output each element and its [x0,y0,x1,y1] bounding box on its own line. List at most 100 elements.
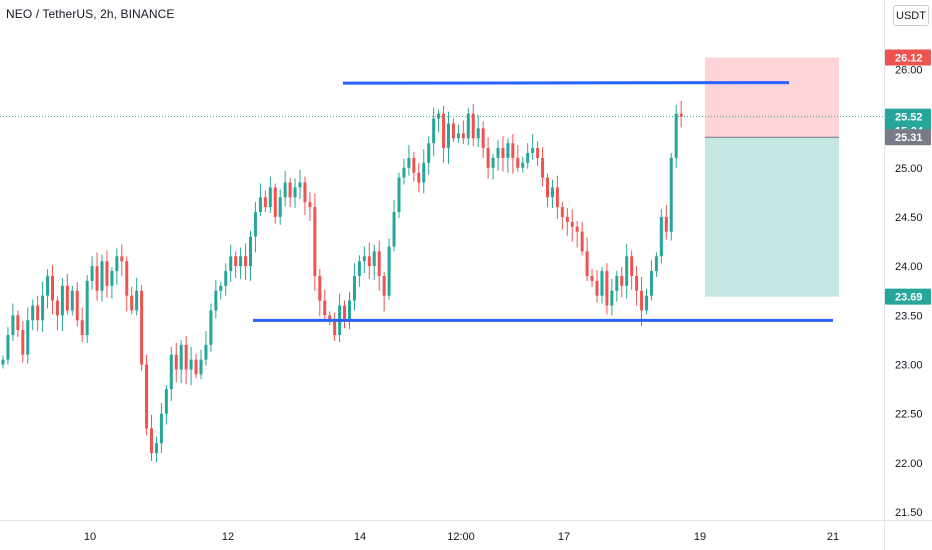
candle [679,100,683,128]
x-tick-label: 14 [354,531,366,543]
candle [234,251,238,278]
candle [214,279,218,319]
candle-body [288,182,292,198]
candle [456,124,460,144]
candle [362,246,366,274]
candle [486,137,490,179]
candle [75,281,79,327]
candle [323,289,327,320]
candle [164,385,168,425]
candle-body [580,231,584,252]
currency-button[interactable]: USDT [893,5,929,26]
y-tick-label: 25.00 [895,163,923,175]
candle [669,152,673,241]
candle-body [85,280,89,336]
y-tick-label: 23.50 [895,310,923,322]
candle [199,349,203,380]
candle-body [169,354,173,390]
candle [659,209,663,264]
candle-body [204,344,208,360]
candle [526,143,530,169]
candle [630,250,634,290]
candle [422,149,426,194]
candle [417,162,421,193]
candle-body [615,275,619,291]
candle [338,293,342,342]
candle [154,436,158,462]
candle [333,312,337,341]
candle-body [65,285,69,311]
candle-body [654,256,658,272]
price-badge-text: 23.69 [895,292,923,304]
candle [1,355,5,369]
y-tick-label: 24.50 [895,212,923,224]
candle-body [80,320,84,336]
candle [471,103,475,147]
candle-body [110,271,114,286]
y-tick-label: 22.00 [895,458,923,470]
candle-body [357,261,361,276]
candle [610,278,614,316]
time-axis: 10 12 14 12:00 17 19 21 [0,520,932,543]
candle-body [11,315,15,336]
candle-body [397,177,401,213]
x-tick-label: 12 [222,531,234,543]
candle-body [377,251,381,276]
candle-body [179,344,183,370]
candle [209,303,213,352]
candle [590,269,594,287]
candle-body [486,148,490,168]
y-tick-label: 21.50 [895,507,923,519]
candle-body [41,295,45,321]
candle [318,269,322,317]
candle [620,267,624,298]
candle-body [456,133,460,139]
candle [506,138,510,173]
candle-body [31,305,35,321]
candle-body [645,295,648,311]
candle-body [16,315,20,331]
candle-body [511,143,515,158]
candle [80,307,84,342]
candle-body [387,246,391,296]
candle [461,120,465,145]
candle [55,296,59,331]
candle [560,202,564,230]
candle-body [283,182,287,198]
candle [244,243,248,280]
candle [6,327,10,365]
candle-body [555,187,559,208]
candle-body [303,182,307,203]
candle-body [550,187,554,198]
candle [174,342,178,383]
candle [451,118,455,143]
candle-body [516,157,520,168]
y-tick-label: 23.00 [895,360,923,372]
candle-body [100,261,104,291]
candle-body [442,113,446,149]
price-axis: 26.0025.5025.0024.5024.0023.5023.0022.50… [884,0,931,550]
stop-loss-zone [705,57,839,138]
candle [531,134,535,160]
candle [36,295,40,332]
candle-body [125,261,129,296]
candle [600,267,604,304]
candle [150,414,153,461]
candle [649,260,653,301]
candle-body [293,187,297,198]
candle-body [21,330,25,355]
candle [115,248,119,285]
candle [229,244,233,282]
candle-body [239,256,243,267]
candle [565,208,569,236]
candle-body [461,133,465,139]
candle-body [278,197,282,217]
candle [352,263,356,311]
x-tick-label: 10 [84,531,96,543]
candle-body [159,413,163,444]
candle [674,104,678,168]
candle-body [268,187,272,208]
candle [105,250,109,298]
candle-body [313,207,317,276]
